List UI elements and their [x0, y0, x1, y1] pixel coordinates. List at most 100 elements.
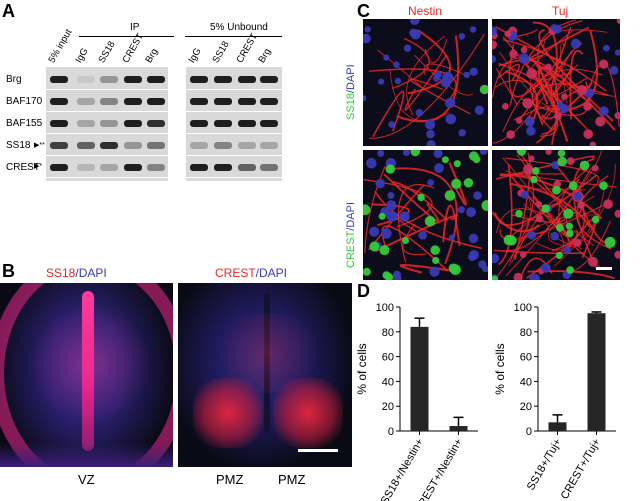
blot-row-divider: [46, 111, 282, 112]
nucleus: [418, 231, 427, 240]
nucleus: [541, 263, 551, 273]
micro-ss18-nestin: [363, 19, 488, 146]
fiber: [504, 70, 539, 124]
zone-label-vz: VZ: [78, 472, 95, 487]
fiber: [404, 54, 448, 111]
blot-band: [77, 120, 95, 127]
micro-crest-nestin: [363, 150, 488, 280]
y-tick-label: 20: [382, 401, 394, 413]
blot-band: [50, 164, 68, 171]
nucleus: [378, 78, 385, 85]
fiber: [402, 223, 427, 256]
fiber: [505, 157, 600, 183]
fiber: [550, 26, 574, 96]
fiber: [397, 183, 435, 263]
blot-band: [147, 142, 165, 149]
y-tick-label: 20: [520, 401, 532, 413]
nucleus: [478, 260, 487, 269]
blot-row-divider: [46, 133, 282, 134]
marker-positive-nucleus: [441, 156, 449, 164]
nucleus: [388, 121, 396, 128]
marker-positive-nucleus: [515, 209, 523, 218]
marker-positive-nucleus: [557, 150, 566, 157]
marker-positive-nucleus: [451, 178, 462, 189]
marker-positive-nucleus: [402, 237, 409, 244]
lane-label: IgG: [186, 46, 204, 65]
x-tick-label: SS18+/Nestin+: [379, 437, 426, 501]
nucleus: [364, 26, 371, 33]
nucleus: [474, 105, 484, 115]
fiber: [505, 179, 580, 242]
blot-band: [100, 120, 118, 127]
nucleus: [429, 266, 440, 277]
micro-crest-tuj: [492, 150, 620, 280]
section-left-title-stain: /DAPI: [75, 266, 107, 280]
fiber: [442, 204, 461, 246]
fiber: [508, 44, 561, 98]
blot-band: [124, 164, 142, 171]
blot-band: [77, 164, 95, 171]
nucleus: [409, 19, 420, 25]
nucleus: [566, 157, 575, 165]
marker-positive-nucleus: [444, 190, 456, 201]
nucleus: [573, 238, 582, 247]
fiber: [494, 174, 598, 226]
nucleus: [492, 26, 498, 36]
micro-col-nestin: Nestin: [408, 4, 443, 18]
nucleus: [469, 26, 477, 33]
nucleus: [387, 192, 395, 199]
blot-band: [260, 98, 278, 105]
marker-positive-nucleus: [385, 164, 395, 174]
micro-col-tuj: Tuj: [552, 4, 569, 18]
nucleus: [469, 250, 479, 260]
nucleus: [520, 190, 529, 199]
nucleus: [445, 113, 457, 125]
nucleus: [570, 38, 581, 49]
fiber: [509, 182, 592, 228]
lane-label: SS18: [210, 39, 232, 65]
blot-row-divider: [46, 89, 282, 90]
nucleus: [577, 201, 585, 209]
nucleus: [492, 55, 496, 63]
blot-band: [77, 142, 95, 149]
micro-row1-label: SS18/DAPI: [345, 64, 357, 120]
nucleus: [458, 33, 466, 40]
blot-band: [77, 76, 95, 83]
blot-band: [190, 164, 208, 171]
fiber: [498, 164, 513, 266]
nucleus: [381, 228, 392, 239]
nucleus: [386, 200, 397, 211]
fiber: [498, 51, 557, 107]
marker-positive-nucleus: [541, 204, 550, 213]
fiber: [363, 178, 433, 228]
section-right-title: CREST/DAPI: [215, 266, 287, 280]
section-crest-image: [178, 283, 352, 467]
marker-positive-nucleus: [569, 181, 578, 191]
blot-band: [77, 98, 95, 105]
nucleus: [366, 158, 377, 169]
fiber: [407, 29, 451, 95]
scale-bar-b: [298, 449, 338, 452]
section-left-title: SS18/DAPI: [46, 266, 107, 280]
fiber: [392, 181, 449, 222]
nucleus: [563, 246, 572, 255]
bar: [449, 426, 468, 431]
fiber: [409, 78, 471, 115]
nucleus: [573, 191, 582, 201]
marker-positive-nucleus: [378, 212, 386, 220]
nucleus: [591, 164, 599, 172]
nucleus: [528, 155, 535, 162]
marker-positive-nucleus: [479, 84, 488, 95]
fiber: [509, 20, 583, 106]
marker-positive-nucleus: [424, 216, 436, 227]
section-left-title-marker: SS18: [46, 266, 76, 280]
blot-band: [100, 142, 118, 149]
y-axis-label: % of cells: [355, 343, 369, 394]
nucleus: [410, 29, 421, 40]
marker-positive-nucleus: [410, 150, 420, 157]
blot-band: [50, 142, 68, 149]
fiber: [368, 185, 425, 251]
nucleus: [616, 19, 620, 24]
blot-band: [50, 76, 68, 83]
micro-row1-marker: SS18: [345, 93, 357, 120]
